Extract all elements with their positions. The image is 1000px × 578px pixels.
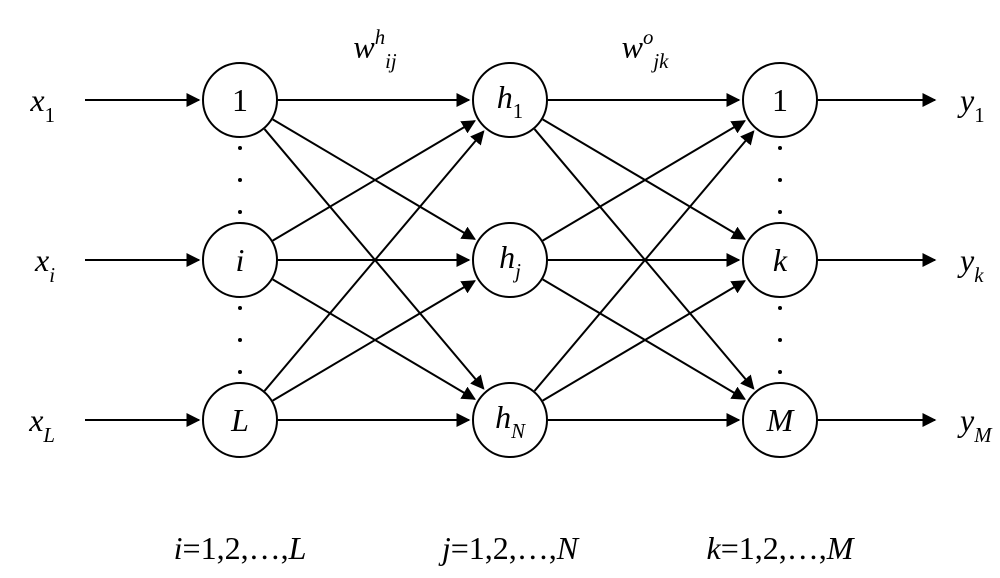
hidden-node-j: hj xyxy=(472,222,548,298)
caption-j: j=1,2,…,N xyxy=(442,530,578,567)
hidden-node-N: hN xyxy=(472,382,548,458)
weight-label-h: whij xyxy=(353,28,396,71)
output-label-y1: y1 xyxy=(960,82,985,124)
hidden-node-1: h1 xyxy=(472,62,548,138)
output-label-yM: yM xyxy=(960,402,992,444)
vdots xyxy=(238,306,242,374)
caption-i: i=1,2,…,L xyxy=(174,530,307,567)
vdots xyxy=(778,306,782,374)
output-node-1: 1 xyxy=(742,62,818,138)
input-label-x1: x1 xyxy=(30,82,55,124)
input-node-1: 1 xyxy=(202,62,278,138)
vdots xyxy=(778,146,782,214)
caption-k: k=1,2,…,M xyxy=(707,530,854,567)
output-node-k: k xyxy=(742,222,818,298)
output-node-M: M xyxy=(742,382,818,458)
weight-label-o: wojk xyxy=(622,28,669,71)
vdots xyxy=(238,146,242,214)
nn-diagram: 1 i L h1 hj hN 1 k M x1 xi xL y1 yk yM w… xyxy=(0,0,1000,578)
input-label-xi: xi xyxy=(35,242,55,284)
input-node-i: i xyxy=(202,222,278,298)
input-node-L: L xyxy=(202,382,278,458)
output-label-yk: yk xyxy=(960,242,983,284)
input-label-xL: xL xyxy=(29,402,55,444)
